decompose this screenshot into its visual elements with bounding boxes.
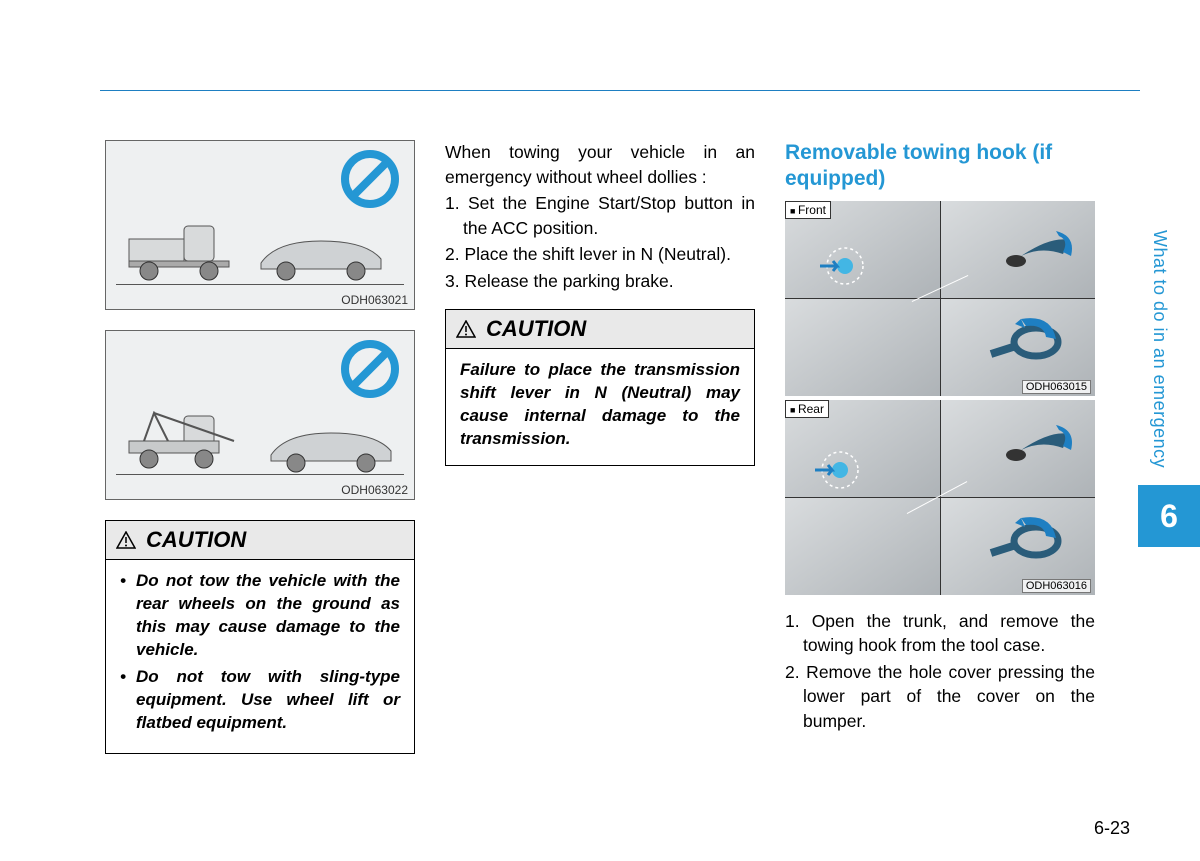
- prohibited-icon: [340, 149, 400, 209]
- figure-tow-dolly: ODH063021: [105, 140, 415, 310]
- intro-text: When towing your vehicle in an emergency…: [445, 140, 755, 189]
- caution-item: Do not tow the vehicle with the rear whe…: [120, 570, 400, 662]
- chapter-tab: 6: [1138, 485, 1200, 547]
- ground-line: [116, 284, 404, 285]
- figure-cell: [785, 498, 940, 595]
- step-item: 1. Set the Engine Start/Stop button in t…: [445, 191, 755, 240]
- warning-icon: [456, 320, 476, 338]
- figure-front-hook: Front: [785, 201, 1095, 396]
- caution-box-middle: CAUTION Failure to place the transmissio…: [445, 309, 755, 466]
- caution-box-left: CAUTION Do not tow the vehicle with the …: [105, 520, 415, 754]
- inset-label-rear: Rear: [785, 400, 829, 418]
- truck-icon: [124, 221, 244, 281]
- towing-steps: 1. Set the Engine Start/Stop button in t…: [445, 191, 755, 293]
- figure-cell: [785, 299, 940, 396]
- figure-cell: ODH063015: [941, 299, 1096, 396]
- figure-code: ODH063022: [341, 483, 408, 497]
- screw-hook-icon: [981, 513, 1081, 583]
- figure-cell: [941, 201, 1096, 298]
- step-item: 2. Place the shift lever in N (Neutral).: [445, 242, 755, 267]
- caution-item: Do not tow with sling-type equipment. Us…: [120, 666, 400, 735]
- caution-body: Do not tow the vehicle with the rear whe…: [106, 560, 414, 753]
- step-item: 1. Open the trunk, and remove the towing…: [785, 609, 1095, 658]
- truck-icon: [124, 411, 244, 471]
- page-number: 6-23: [1094, 818, 1130, 839]
- column-left: ODH063021 ODH063022: [105, 140, 415, 754]
- figure-code: ODH063021: [341, 293, 408, 307]
- step-item: 3. Release the parking brake.: [445, 269, 755, 294]
- chapter-title-vertical: What to do in an emergency: [1149, 230, 1170, 468]
- header-rule: [100, 90, 1140, 91]
- figure-code: ODH063016: [1022, 579, 1091, 593]
- caution-title: CAUTION: [486, 316, 586, 342]
- section-title: Removable towing hook (if equipped): [785, 140, 1095, 193]
- insert-hook-icon: [991, 226, 1081, 286]
- hole-callout-icon: [815, 246, 885, 296]
- figure-rear-hook: Rear: [785, 400, 1095, 595]
- caution-header: CAUTION: [106, 521, 414, 560]
- step-item: 2. Remove the hole cover pressing the lo…: [785, 660, 1095, 734]
- figure-cell: ODH063016: [941, 498, 1096, 595]
- page-content: ODH063021 ODH063022: [105, 140, 1095, 754]
- prohibited-icon: [340, 339, 400, 399]
- hook-steps: 1. Open the trunk, and remove the towing…: [785, 609, 1095, 734]
- car-icon: [256, 231, 386, 281]
- inset-label-front: Front: [785, 201, 831, 219]
- screw-hook-icon: [981, 314, 1081, 384]
- figure-code: ODH063015: [1022, 380, 1091, 394]
- insert-hook-icon: [991, 420, 1081, 480]
- caution-title: CAUTION: [146, 527, 246, 553]
- caution-header: CAUTION: [446, 310, 754, 349]
- column-middle: When towing your vehicle in an emergency…: [445, 140, 755, 754]
- car-icon: [266, 425, 396, 475]
- figure-tow-sling: ODH063022: [105, 330, 415, 500]
- caution-body: Failure to place the transmission shift …: [446, 349, 754, 465]
- hole-callout-icon: [810, 450, 880, 500]
- warning-icon: [116, 531, 136, 549]
- column-right: Removable towing hook (if equipped) Fron…: [785, 140, 1095, 754]
